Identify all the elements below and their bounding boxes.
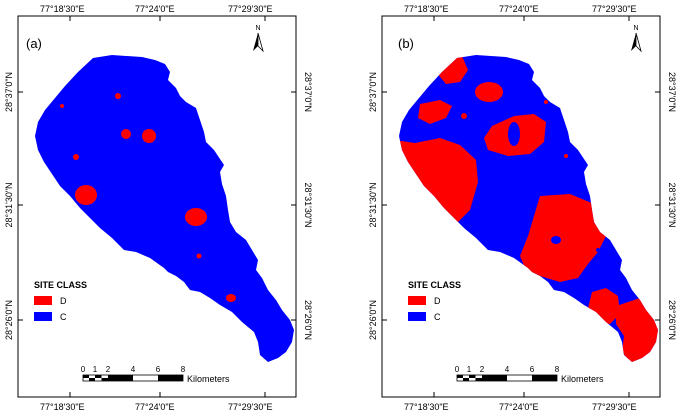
legend-swatch-d [34,296,52,305]
bottom-tick-label: 77°24'0"E [135,402,175,412]
scale-number: 0 [81,365,86,374]
left-tick-label: 28°31'30"N [368,182,378,227]
legend-label-c: C [60,312,67,322]
graticule-ticks [382,16,660,397]
bottom-tick-label: 77°18'30"E [404,402,449,412]
legend-label-d: D [434,296,441,306]
right-tick-label: 28°26'0"N [667,300,677,340]
bottom-tick-label: 77°29'30"E [592,402,637,412]
scale-number: 0 [455,365,460,374]
right-tick-label: 28°31'30"N [303,182,313,227]
top-tick-label: 77°18'30"E [40,4,85,14]
right-tick-label: 28°37'0"N [303,72,313,112]
scale-number: 2 [106,365,111,374]
right-tick-label: 28°26'0"N [303,300,313,340]
top-tick-label: 77°18'30"E [404,4,449,14]
right-tick-label: 28°37'0"N [667,72,677,112]
legend-swatch-c [34,312,52,321]
scale-number: 1 [467,365,472,374]
scale-number: 1 [93,365,98,374]
legend-title: SITE CLASS [408,280,461,290]
top-tick-label: 77°29'30"E [228,4,273,14]
top-tick-label: 77°24'0"E [135,4,175,14]
bottom-tick-label: 77°29'30"E [228,402,273,412]
north-label: N [255,25,260,32]
left-tick-label: 28°26'0"N [4,300,14,340]
scale-bar: 0 1 2 4 6 8 Kilometers [81,365,230,384]
top-tick-label: 77°29'30"E [592,4,637,14]
legend-label-c: C [434,312,441,322]
north-arrow-icon: N [631,25,642,53]
left-tick-label: 28°37'0"N [4,72,14,112]
scale-number: 4 [505,365,510,374]
graticule-ticks [18,16,296,397]
scale-unit: Kilometers [561,374,604,384]
scale-number: 6 [530,365,535,374]
scale-unit: Kilometers [187,374,230,384]
scale-number: 8 [555,365,560,374]
left-tick-label: 28°37'0"N [368,72,378,112]
scale-bar: 0 1 2 4 6 8 Kilometers [455,365,604,384]
panel-a: 77°18'30"E 77°24'0"E 77°29'30"E 77°18'30… [4,4,313,412]
north-label: N [633,25,638,32]
legend-label-d: D [60,296,67,306]
scale-number: 6 [156,365,161,374]
left-tick-label: 28°31'30"N [4,182,14,227]
legend: SITE CLASS D C [408,280,461,322]
right-tick-label: 28°31'30"N [667,182,677,227]
panel-letter: (b) [398,36,414,51]
scale-number: 2 [480,365,485,374]
scale-number: 4 [131,365,136,374]
left-tick-label: 28°26'0"N [368,300,378,340]
legend-swatch-c [408,312,426,321]
site-class-d-zones [60,93,236,302]
north-arrow-icon: N [253,25,264,53]
legend: SITE CLASS D C [34,280,87,322]
scale-number: 8 [181,365,186,374]
top-tick-label: 77°24'0"E [499,4,539,14]
legend-swatch-d [408,296,426,305]
panel-b: 77°18'30"E 77°24'0"E 77°29'30"E 77°18'30… [368,4,677,412]
bottom-tick-label: 77°24'0"E [499,402,539,412]
legend-title: SITE CLASS [34,280,87,290]
bottom-tick-label: 77°18'30"E [40,402,85,412]
panel-letter: (a) [26,36,42,51]
